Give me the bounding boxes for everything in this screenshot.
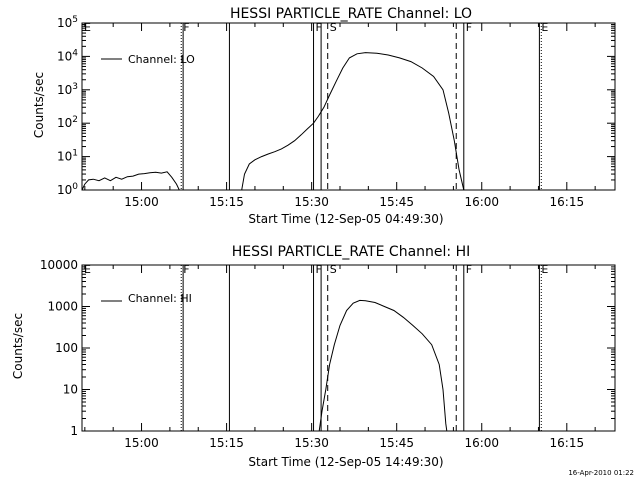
panel-lo-legend-label: Channel: LO xyxy=(128,53,195,66)
panel-hi-legend-label: Channel: HI xyxy=(128,292,192,305)
panel-hi-ytick-label: 100 xyxy=(55,341,78,355)
panel-hi-ytick-label: 10000 xyxy=(40,258,78,272)
panel-lo-series-line xyxy=(241,52,465,191)
panel-lo-frame xyxy=(81,22,616,191)
panel-lo-ytick-label: 102 xyxy=(57,115,78,130)
panel-lo-title: HESSI PARTICLE_RATE Channel: LO xyxy=(230,6,472,22)
panel-lo-flag-label: E xyxy=(541,21,548,34)
panel-lo-ytick-label: 104 xyxy=(57,48,78,63)
panel-lo-series-line xyxy=(81,171,180,191)
panel-hi-frame xyxy=(81,264,616,432)
panel-hi-xtick-label: 16:00 xyxy=(464,436,499,450)
panel-hi-xtick-label: 15:00 xyxy=(124,436,159,450)
panel-lo-ylabel: Counts/sec xyxy=(32,72,46,138)
panel-lo-xtick-label: 15:45 xyxy=(379,195,414,209)
panel-hi-flag-label: F xyxy=(183,263,189,276)
panel-hi-flag-label: F xyxy=(466,263,472,276)
panel-hi-xtick-label: 15:45 xyxy=(379,436,414,450)
panel-lo-xlabel: Start Time (12-Sep-05 04:49:30) xyxy=(248,212,443,226)
panel-lo-xtick-label: 15:30 xyxy=(294,195,329,209)
panel-hi-ylabel: Counts/sec xyxy=(11,313,25,379)
panel-lo-xtick-label: 15:00 xyxy=(124,195,159,209)
footer-timestamp: 16-Apr-2010 01:22 xyxy=(568,469,634,477)
panel-lo-xtick-label: 16:15 xyxy=(550,195,585,209)
panel-lo-flag-label: F xyxy=(466,21,472,34)
panel-hi-flag-label: E xyxy=(541,263,548,276)
panel-hi-title: HESSI PARTICLE_RATE Channel: HI xyxy=(232,244,470,260)
panel-lo-flag-label: F xyxy=(316,21,322,34)
panel-lo-ytick-label: 105 xyxy=(57,15,78,30)
panel-hi-xlabel: Start Time (12-Sep-05 14:49:30) xyxy=(248,455,443,469)
panel-lo-xtick-label: 16:00 xyxy=(464,195,499,209)
panel-hi-xtick-label: 15:15 xyxy=(209,436,244,450)
panel-hi-flag-label: S xyxy=(330,263,337,276)
panel-hi-flag-label: F xyxy=(316,263,322,276)
panel-lo-ytick-label: 100 xyxy=(57,182,78,197)
panel-lo-flag-label: F xyxy=(183,21,189,34)
panel-hi-xtick-label: 15:30 xyxy=(294,436,329,450)
panel-hi-ytick-label: 1 xyxy=(70,424,78,438)
panel-lo-flag-label: S xyxy=(330,21,337,34)
panel-lo-ytick-label: 101 xyxy=(57,149,78,164)
panel-lo-xtick-label: 15:15 xyxy=(209,195,244,209)
panel-hi-xtick-label: 16:15 xyxy=(550,436,585,450)
panel-hi-ytick-label: 10 xyxy=(63,383,78,397)
panel-hi-series-line xyxy=(318,299,448,432)
panel-lo-ytick-label: 103 xyxy=(57,82,78,97)
panel-hi-flag-label: E xyxy=(84,263,91,276)
panel-hi-ytick-label: 1000 xyxy=(47,300,78,314)
panel-lo-flag-label: E xyxy=(84,21,91,34)
